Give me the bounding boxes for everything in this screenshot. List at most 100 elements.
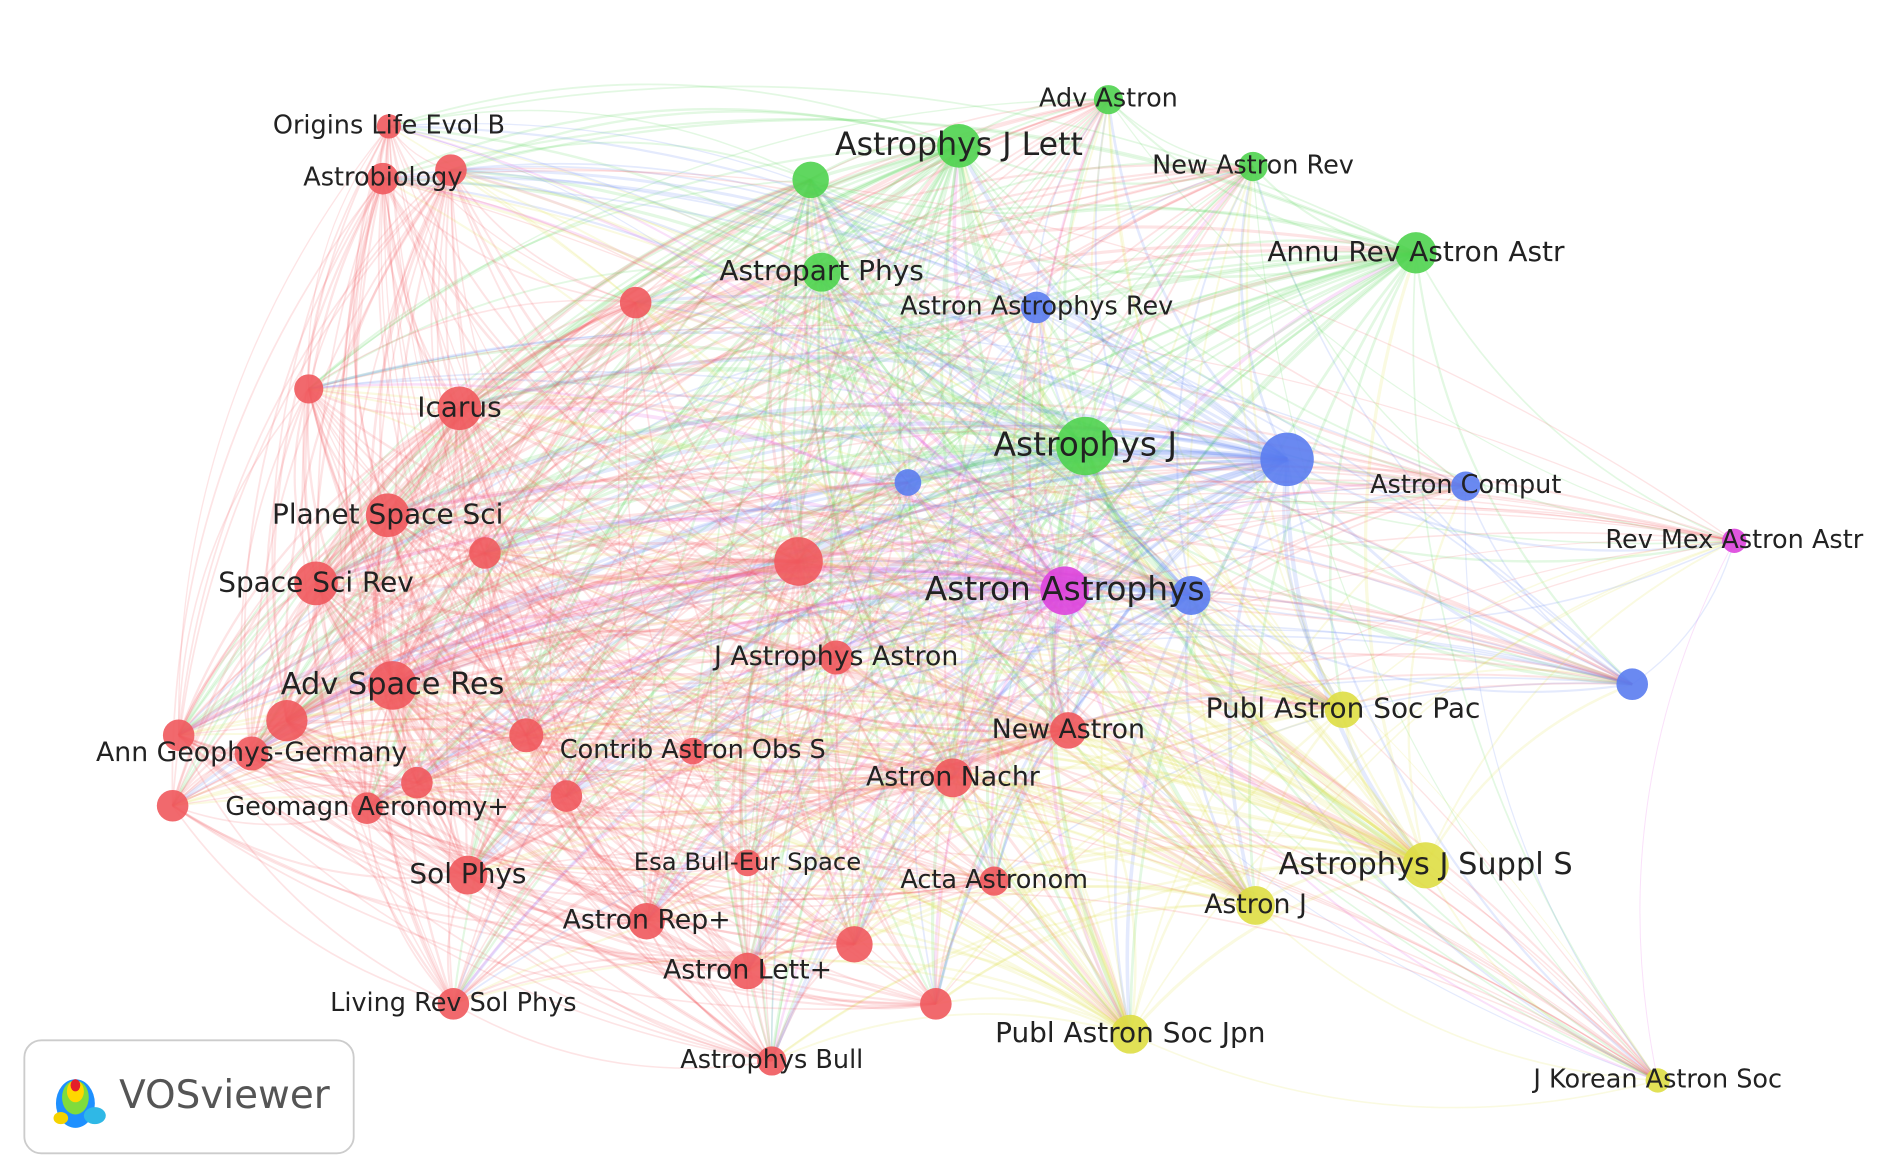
node (469, 537, 501, 569)
link (1252, 165, 1417, 254)
link (338, 126, 454, 1005)
link (483, 552, 749, 972)
link (452, 676, 1633, 1005)
link (634, 302, 837, 659)
link (934, 251, 1417, 1005)
link (745, 457, 1288, 972)
link (853, 485, 1466, 945)
link (171, 178, 812, 807)
link (286, 720, 773, 1062)
link (386, 515, 528, 737)
link (178, 559, 1192, 737)
link (416, 781, 1131, 1036)
link (308, 388, 773, 1062)
link (853, 594, 1192, 945)
link (798, 559, 1257, 907)
link (958, 145, 1659, 1082)
link (746, 99, 1109, 863)
link (177, 388, 310, 736)
link (746, 444, 1087, 864)
link (458, 407, 837, 659)
link (526, 732, 1659, 1081)
link (930, 445, 1087, 1004)
link (284, 169, 452, 721)
link (798, 533, 1633, 686)
link (798, 559, 1427, 867)
link (1254, 708, 1344, 906)
link (315, 248, 1416, 585)
link (934, 594, 1192, 1005)
link (366, 807, 647, 923)
link (416, 165, 1254, 784)
link (314, 178, 812, 585)
link (178, 734, 647, 923)
link (458, 355, 1288, 462)
link (809, 179, 1192, 597)
link (466, 306, 1038, 876)
link (307, 388, 748, 972)
link (465, 301, 637, 876)
link (692, 669, 1344, 752)
link (853, 884, 1256, 946)
node (437, 386, 482, 431)
link (314, 582, 648, 923)
node (628, 902, 665, 940)
link (458, 408, 749, 864)
link (416, 694, 1069, 784)
link (458, 408, 749, 973)
link (314, 583, 469, 877)
link (799, 272, 937, 1005)
link (565, 251, 1417, 797)
link (771, 165, 1254, 1062)
link (747, 704, 1344, 864)
link (178, 734, 995, 901)
link (810, 178, 1417, 279)
link (307, 388, 527, 736)
link (852, 457, 1288, 945)
link (177, 681, 393, 737)
link (251, 736, 1659, 1082)
link (382, 177, 1066, 592)
link (340, 178, 394, 686)
link (1176, 166, 1254, 596)
link (952, 766, 1427, 867)
link (177, 734, 469, 877)
link (853, 729, 1069, 945)
link (452, 99, 1109, 1005)
link (957, 145, 1193, 597)
link (746, 776, 954, 972)
link (635, 204, 1417, 304)
link (314, 582, 855, 946)
node-label: Publ Astron Soc Pac (1206, 692, 1481, 725)
link (565, 481, 909, 797)
link (387, 513, 1132, 1036)
link (481, 552, 528, 736)
node-label: J Astrophys Astron (712, 641, 958, 672)
link (951, 594, 1192, 779)
link (810, 179, 1466, 488)
link (391, 684, 773, 1063)
link (617, 302, 773, 1062)
link (816, 272, 954, 779)
link (746, 251, 1417, 972)
link (388, 125, 1087, 447)
node (933, 758, 973, 798)
link (1639, 540, 1735, 1081)
node-label: Publ Astron Soc Jpn (995, 1016, 1265, 1049)
link (466, 444, 1086, 877)
link (646, 891, 1659, 1082)
link (525, 586, 1065, 737)
link (250, 560, 799, 755)
link (821, 271, 1735, 545)
link (771, 862, 1426, 1062)
link (317, 178, 384, 809)
link (307, 178, 384, 389)
link (993, 682, 1633, 882)
link (382, 177, 1192, 597)
link (1464, 485, 1633, 685)
link (386, 513, 799, 581)
node (234, 736, 269, 771)
link (896, 145, 960, 483)
link (484, 552, 953, 779)
link (314, 426, 1086, 586)
